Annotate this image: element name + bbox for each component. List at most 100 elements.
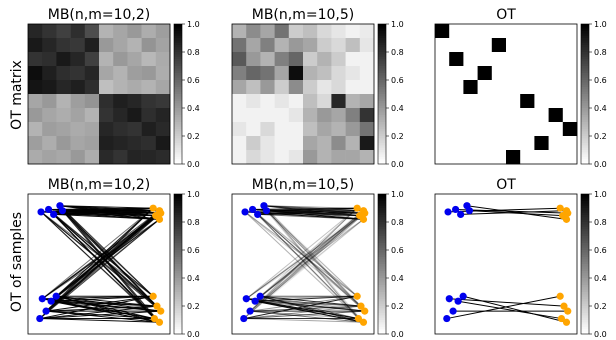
transport-line: [244, 211, 358, 297]
colorbar-band: [174, 315, 182, 319]
source-point: [445, 295, 453, 303]
heatmap-cell: [155, 24, 171, 39]
colorbar-band: [581, 91, 589, 95]
heatmap-cell: [345, 80, 361, 95]
heatmap-cell: [562, 136, 578, 151]
colorbar-band: [174, 40, 182, 44]
colorbar-band: [378, 224, 386, 228]
source-point: [36, 314, 44, 323]
heatmap-cell: [477, 122, 493, 137]
heatmap-cell: [246, 122, 261, 137]
colorbar-band: [581, 317, 589, 321]
heatmap-cell: [477, 66, 493, 81]
target-point: [564, 209, 572, 217]
colorbar-band: [581, 143, 589, 146]
panel-4: MB(n,m=10,2) 0.0 0.2 0.4 0.6 0.8 1.0: [27, 177, 200, 339]
colorbar-band: [174, 224, 182, 228]
transport-line: [463, 295, 567, 323]
colorbar-band: [581, 261, 589, 265]
source-point: [249, 205, 257, 214]
colorbar-band: [581, 222, 589, 225]
heatmap-cell: [155, 80, 171, 95]
heatmap-cell: [359, 80, 375, 95]
heatmap-cell: [56, 108, 71, 123]
colorbar-band: [581, 254, 589, 258]
colorbar-band: [378, 320, 386, 323]
heatmap-cell: [70, 66, 86, 81]
heatmap-cell: [548, 52, 564, 67]
colorbar-band: [174, 306, 182, 309]
heatmap-cell: [127, 122, 142, 137]
colorbar-band: [581, 24, 589, 27]
colorbar-band: [174, 117, 182, 121]
transport-line: [266, 210, 364, 220]
colorbar-tick-label: 1.0: [187, 20, 200, 29]
colorbar-band: [174, 303, 182, 307]
colorbar-band: [581, 66, 589, 69]
heatmap-cell: [232, 38, 247, 53]
heatmap-cell: [232, 108, 247, 123]
heatmap-cell: [84, 52, 100, 67]
colorbar-band: [581, 205, 589, 209]
colorbar-band: [581, 35, 589, 39]
heatmap-cell: [260, 94, 275, 109]
transport-line: [252, 209, 362, 307]
target-point: [157, 307, 165, 315]
heatmap-cell: [56, 122, 71, 137]
colorbar-band: [174, 45, 182, 48]
heatmap-cell: [477, 24, 493, 39]
source-point: [47, 297, 55, 305]
transport-line: [252, 209, 366, 312]
heatmap-cell: [359, 122, 375, 137]
heatmap-cell: [331, 136, 346, 151]
colorbar-band: [581, 108, 589, 111]
heatmap-cell: [435, 136, 450, 151]
heatmap-cell: [359, 94, 375, 109]
colorbar-band: [581, 236, 589, 239]
colorbar-band: [378, 154, 386, 158]
heatmap-cell: [331, 122, 346, 137]
source-point: [52, 292, 60, 300]
colorbar-band: [174, 54, 182, 58]
heatmap-cell: [113, 52, 128, 67]
colorbar-band: [581, 299, 589, 302]
colorbar-band: [581, 68, 589, 72]
heatmap-cell: [506, 122, 521, 137]
heatmap-cell: [506, 66, 521, 81]
transport-line: [259, 218, 364, 297]
colorbar-band: [581, 31, 589, 34]
colorbar-band: [174, 94, 182, 97]
colorbar-band: [581, 75, 589, 79]
colorbar-tick-label: 0.8: [594, 218, 607, 227]
colorbar-tick-label: 0.2: [187, 132, 200, 141]
colorbar-band: [378, 75, 386, 79]
colorbar-band: [378, 243, 386, 246]
colorbar-band: [174, 196, 182, 200]
source-point: [457, 210, 465, 218]
heatmap-cell: [232, 122, 247, 137]
colorbar-band: [378, 54, 386, 58]
heatmap-cell: [84, 38, 100, 53]
heatmap-cell: [28, 108, 43, 123]
colorbar-tick-label: 0.6: [594, 76, 607, 85]
transport-line: [51, 300, 161, 312]
heatmap-cell: [506, 150, 521, 165]
transport-line: [53, 212, 161, 215]
colorbar-band: [174, 310, 182, 314]
heatmap-cell: [232, 66, 247, 81]
heatmap-cell: [127, 108, 142, 123]
target-point: [353, 204, 361, 212]
heatmap-cell: [70, 150, 86, 165]
colorbar-band: [378, 150, 386, 153]
colorbar-band: [581, 161, 589, 165]
heatmap-cell: [534, 38, 549, 53]
colorbar-band: [378, 259, 386, 263]
heatmap-cell: [113, 136, 128, 151]
heatmap-cell: [435, 24, 450, 39]
transport-line: [455, 208, 568, 214]
colorbar-band: [378, 215, 386, 218]
target-point: [153, 302, 161, 310]
heatmap-cell: [449, 122, 464, 137]
colorbar-band: [174, 89, 182, 93]
target-point: [361, 209, 369, 217]
